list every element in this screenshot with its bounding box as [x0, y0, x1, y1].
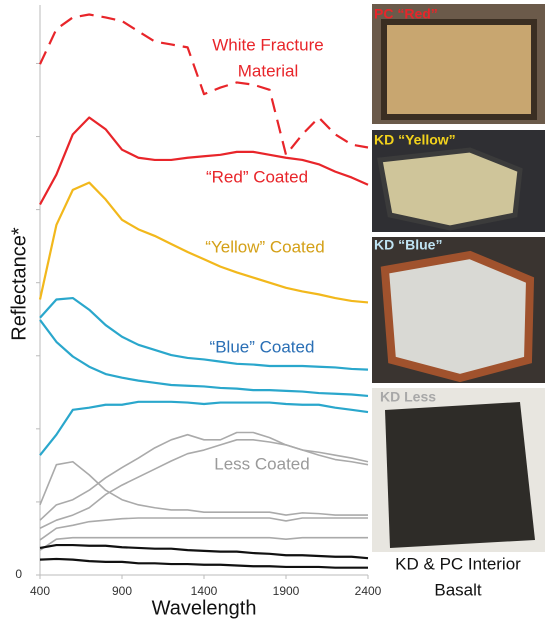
interior-label: Basalt	[434, 580, 482, 599]
y-axis-label: Reflectance*	[8, 227, 30, 341]
annotation: “Blue” Coated	[210, 337, 315, 356]
photos	[372, 4, 545, 552]
x-tick-label: 1900	[273, 584, 300, 598]
spectrum-line	[40, 538, 368, 550]
photo-less-sample	[385, 402, 535, 548]
spectrum-line	[40, 518, 368, 540]
x-tick-label: 400	[30, 584, 50, 598]
photo-label: PC “Red”	[374, 6, 438, 22]
photo-yellow-sample	[380, 150, 520, 228]
photo-blue-sample	[385, 255, 530, 378]
y-tick-label: 0	[15, 567, 22, 581]
photo-label: KD “Yellow”	[374, 132, 456, 148]
annotation: “Red” Coated	[206, 167, 308, 186]
interior-label: KD & PC Interior	[395, 554, 521, 573]
figure: PC “Red” KD “Yellow” KD “Blue” KD Less KD &…	[0, 0, 545, 623]
annotation: Less Coated	[214, 454, 309, 473]
x-tick-label: 1400	[191, 584, 218, 598]
annotation: White Fracture	[212, 35, 323, 54]
spectrum-line	[40, 118, 368, 205]
photo-label: KD “Blue”	[374, 237, 442, 253]
spectrum-line	[40, 402, 368, 455]
spectrum-line	[40, 545, 368, 558]
photo-red-sample	[384, 22, 534, 117]
x-tick-label: 2400	[355, 584, 382, 598]
spectrum-line	[40, 440, 368, 528]
spectrum-line	[40, 298, 368, 370]
annotation: Material	[238, 61, 298, 80]
spectrum-line	[40, 559, 368, 568]
x-axis-label: Wavelength	[152, 597, 257, 619]
x-tick-label: 900	[112, 584, 132, 598]
spectrum-line	[40, 320, 368, 396]
annotation: “Yellow” Coated	[205, 237, 324, 256]
photo-label: KD Less	[380, 389, 436, 405]
